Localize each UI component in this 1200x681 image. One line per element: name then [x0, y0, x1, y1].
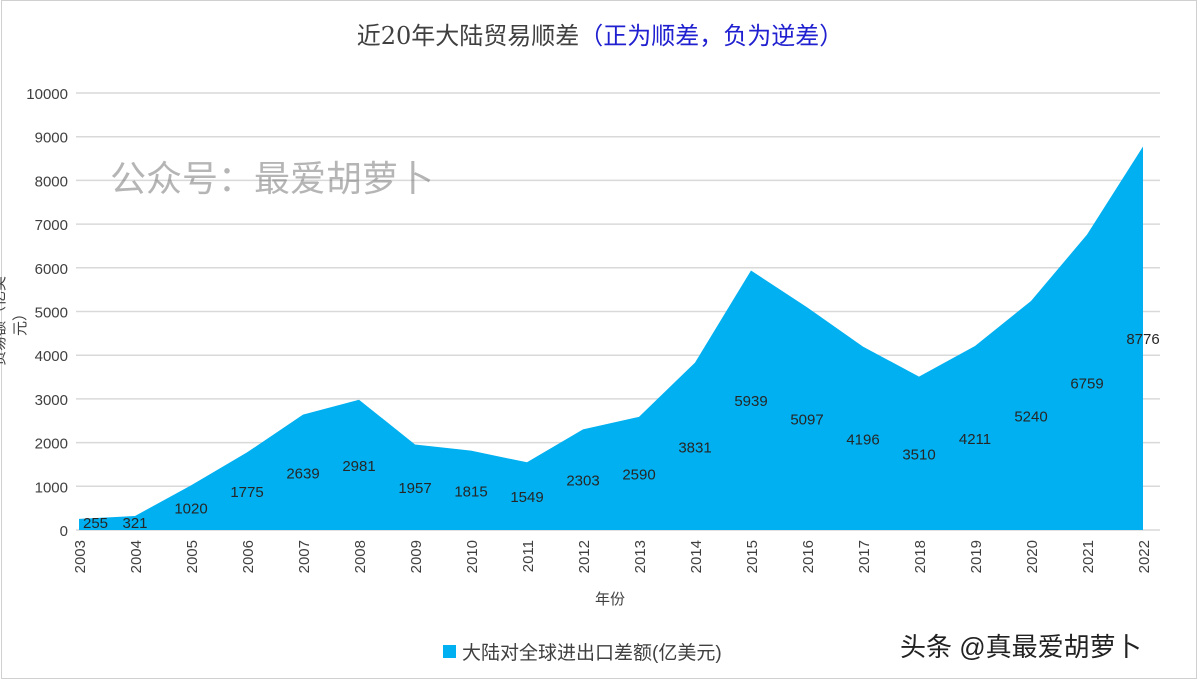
x-tick-label: 2022: [1136, 540, 1153, 573]
data-label: 1815: [454, 483, 487, 500]
y-tick-label: 0: [60, 523, 68, 540]
x-tick-label: 2011: [520, 540, 537, 572]
data-label: 2303: [566, 473, 599, 490]
x-axis-label: 年份: [594, 591, 625, 608]
data-label: 1549: [510, 489, 543, 506]
data-label: 4211: [959, 431, 991, 448]
x-tick-label: 2009: [408, 540, 425, 573]
data-label: 5097: [790, 412, 823, 429]
data-label: 2639: [286, 465, 319, 482]
data-label: 3510: [902, 446, 935, 463]
data-label: 321: [122, 515, 147, 532]
y-tick-label: 2000: [35, 436, 68, 453]
y-tick-label: 9000: [35, 130, 68, 147]
y-tick-label: 10000: [26, 86, 68, 103]
data-label: 1775: [230, 484, 263, 501]
x-tick-label: 2018: [912, 540, 929, 573]
title-main: 近20年大陆贸易顺差: [356, 22, 580, 50]
x-tick-label: 2021: [1080, 540, 1097, 573]
y-tick-label: 3000: [35, 392, 68, 409]
x-tick-label: 2016: [800, 540, 817, 573]
x-tick-label: 2012: [576, 540, 593, 573]
x-tick-label: 2010: [464, 540, 481, 573]
x-tick-label: 2014: [688, 540, 705, 573]
y-axis-label: 贸易额（亿美元）: [0, 276, 29, 366]
y-tick-label: 4000: [35, 348, 68, 365]
x-tick-label: 2003: [72, 540, 89, 573]
chart-title: 近20年大陆贸易顺差（正为顺差，负为逆差）: [0, 16, 1200, 51]
watermark-corner: 头条 @真最爱胡萝卜: [900, 632, 1142, 662]
data-label: 6759: [1070, 375, 1103, 392]
title-note: （正为顺差，负为逆差）: [579, 22, 844, 50]
watermark-center: 公众号：最爱胡萝卜: [110, 158, 435, 199]
x-tick-label: 2019: [968, 540, 985, 573]
x-tick-label: 2013: [632, 540, 649, 573]
data-label: 2981: [342, 458, 375, 475]
data-label: 4196: [846, 431, 879, 448]
data-label: 1020: [174, 501, 207, 518]
area-series: [79, 146, 1143, 530]
x-tick-label: 2005: [184, 540, 201, 573]
legend-swatch: [443, 645, 456, 658]
x-tick-label: 2020: [1024, 540, 1041, 573]
data-label: 255: [83, 515, 108, 532]
x-tick-label: 2007: [296, 540, 313, 573]
data-label: 5939: [734, 393, 767, 410]
y-tick-label: 6000: [35, 261, 68, 278]
data-label: 5240: [1014, 409, 1047, 426]
y-tick-label: 8000: [35, 173, 68, 190]
x-tick-label: 2006: [240, 540, 257, 573]
legend: 大陆对全球进出口差额(亿美元): [443, 638, 722, 665]
data-label: 8776: [1126, 331, 1159, 348]
y-tick-label: 7000: [35, 217, 68, 234]
x-tick-label: 2015: [744, 540, 761, 573]
legend-label: 大陆对全球进出口差额(亿美元): [462, 643, 722, 664]
y-tick-label: 1000: [35, 479, 68, 496]
x-tick-label: 2008: [352, 540, 369, 573]
data-label: 3831: [678, 439, 711, 456]
data-label: 2590: [622, 466, 655, 483]
x-tick-label: 2004: [128, 540, 145, 573]
y-tick-label: 5000: [35, 305, 68, 322]
data-label: 1957: [398, 480, 431, 497]
x-tick-label: 2017: [856, 540, 873, 573]
